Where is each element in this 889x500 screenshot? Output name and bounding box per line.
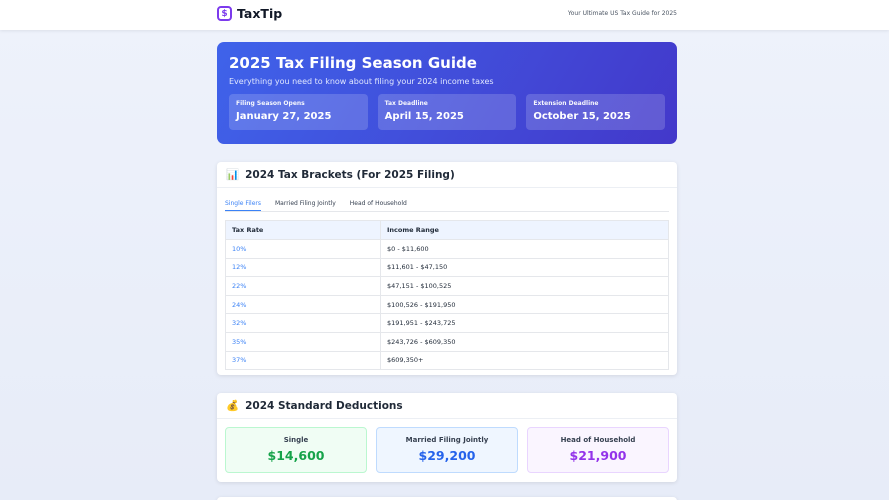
logo-text: TaxTip [237,6,283,21]
deduction-value: $14,600 [267,448,325,463]
deduction-box: Married Filing Jointly $29,200 [376,427,518,473]
brackets-card: 📊 2024 Tax Brackets (For 2025 Filing) Sin… [217,162,677,375]
tax-rate: 10% [225,239,381,259]
card-title: 2024 Standard Deductions [245,399,403,412]
date-label: Extension Deadline [533,100,599,107]
date-box: Extension Deadline October 15, 2025 [526,94,666,130]
tab[interactable]: Married Filing Jointly [275,200,336,207]
tabs: Single Filers Married Filing Jointly Head … [225,200,669,212]
table-row: 24% $100,526 - $191,950 [225,294,669,315]
deduction-box: Head of Household $21,900 [527,427,669,473]
date-label: Tax Deadline [384,100,428,107]
tax-rate: 37% [225,350,381,371]
date-box: Filing Season Opens January 27, 2025 [229,94,368,130]
date-value: April 15, 2025 [384,111,464,122]
table-body: 10% $0 - $11,600 12% $11,601 - $47,150 22% $4… [225,239,669,371]
deduction-label: Single [283,436,309,444]
tax-rate: 32% [225,313,381,333]
date-label: Filing Season Opens [236,100,305,107]
deduction-label: Married Filing Jointly [405,436,489,444]
deduction-value: $29,200 [418,448,476,463]
tab[interactable]: Single Filers [225,200,261,211]
date-value: October 15, 2025 [533,111,631,122]
date-box: Tax Deadline April 15, 2025 [377,94,517,130]
date-list: Filing Season Opens January 27, 2025 Tax D… [229,94,666,130]
tax-rate: 12% [225,257,381,278]
card-header: 📊 2024 Tax Brackets (For 2025 Filing) [217,162,677,188]
income-range: $191,951 - $243,725 [380,313,669,333]
header: $ TaxTip Your Ultimate US Tax Guide for … [0,0,889,30]
table-row: 12% $11,601 - $47,150 [225,257,669,278]
column-header: Income Range [380,220,669,240]
tax-rate: 24% [225,294,381,315]
card-title: 2024 Tax Brackets (For 2025 Filing) [245,168,455,181]
income-range: $0 - $11,600 [380,239,669,259]
deduction-list: Single $14,600 Married Filing Jointly $29,2… [225,427,669,473]
tab[interactable]: Head of Household [349,200,407,207]
next-card [217,497,677,500]
icon: 💰 [226,400,240,412]
tagline: Your Ultimate US Tax Guide for 2025 [567,10,677,17]
date-value: January 27, 2025 [236,111,332,122]
income-range: $11,601 - $47,150 [380,257,669,278]
column-header: Tax Rate [225,220,381,240]
card-header: 💰 2024 Standard Deductions [217,393,677,419]
deduction-label: Head of Household [560,436,636,444]
table-row: 10% $0 - $11,600 [225,239,669,259]
tax-rate: 22% [225,276,381,296]
tax-rate: 35% [225,331,381,352]
table-row: 35% $243,726 - $609,350 [225,331,669,352]
income-range: $100,526 - $191,950 [380,294,669,315]
deduction-box: Single $14,600 [225,427,367,473]
income-range: $47,151 - $100,525 [380,276,669,296]
hero-subtitle: Everything you need to know about filing… [229,77,494,86]
income-range: $243,726 - $609,350 [380,331,669,352]
table-row: 22% $47,151 - $100,525 [225,276,669,296]
logo[interactable]: $ TaxTip [217,6,282,21]
deduction-value: $21,900 [569,448,627,463]
deductions-card: 💰 2024 Standard Deductions Single $14,600 M… [217,393,677,482]
hero-title: 2025 Tax Filing Season Guide [229,54,477,72]
logo-icon: $ [217,6,232,21]
table-header: Tax Rate Income Range [225,220,669,240]
table-row: 32% $191,951 - $243,725 [225,313,669,333]
hero: 2025 Tax Filing Season Guide Everything … [217,42,677,144]
bracket-table: Tax Rate Income Range 10% $0 - $11,600 12% $1… [225,220,669,371]
table-row: 37% $609,350+ [225,350,669,371]
income-range: $609,350+ [380,350,669,371]
icon: 📊 [226,169,240,181]
